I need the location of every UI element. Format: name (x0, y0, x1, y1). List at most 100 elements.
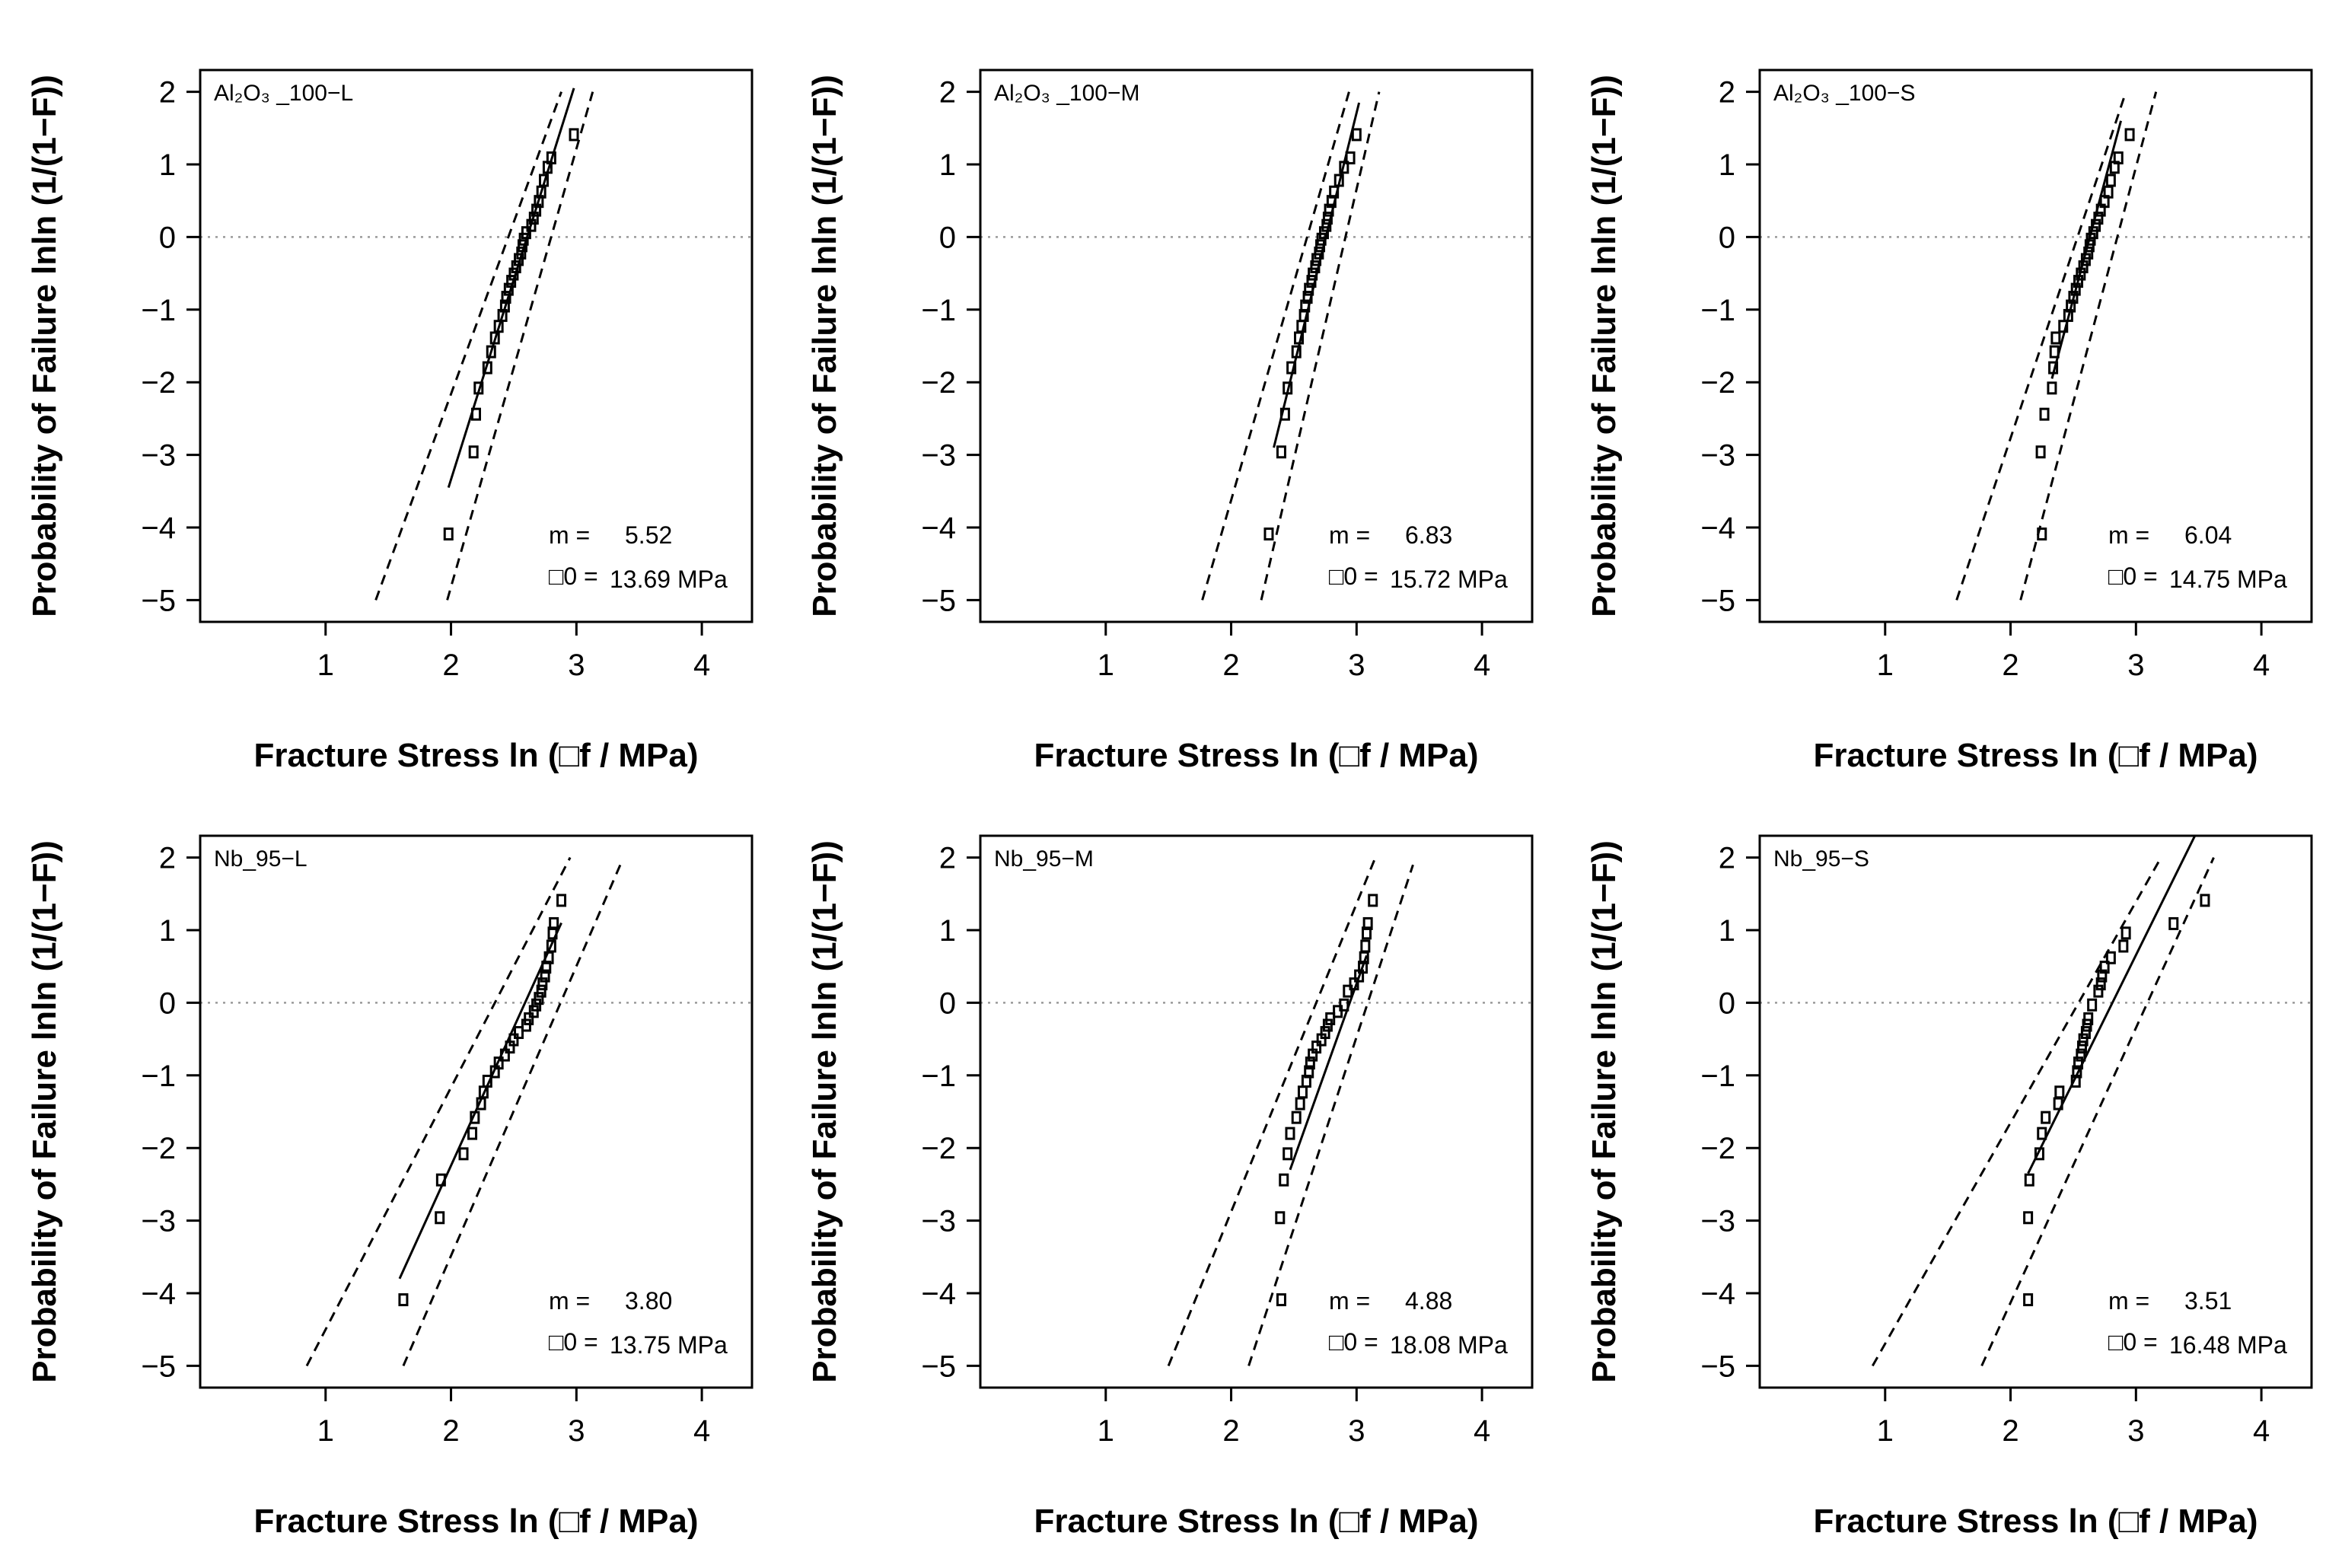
data-point (1302, 291, 1313, 304)
plot-area (1955, 91, 2158, 601)
y-tick-label: 0 (1719, 986, 1735, 1020)
characteristic-strength-value: 13.69 MPa (610, 566, 728, 593)
y-tick-label: 2 (159, 76, 176, 110)
data-point (2023, 1211, 2034, 1225)
panel-label: Al₂O₃ _100−S (1773, 81, 1915, 106)
data-point (435, 1173, 446, 1187)
plot-frame (979, 69, 1534, 623)
data-point (521, 226, 531, 240)
data-point (1315, 239, 1326, 253)
confidence-line-upper (1201, 91, 1350, 601)
data-point (2084, 239, 2095, 253)
data-point (1358, 961, 1369, 974)
weibull-modulus-label: m = (549, 521, 590, 549)
data-point (1325, 1012, 1336, 1025)
x-tick-label: 1 (1098, 649, 1114, 682)
y-tick-label: −3 (141, 439, 176, 473)
data-point (2083, 246, 2094, 260)
data-point (1345, 151, 1356, 164)
y-tick-label: −5 (921, 584, 956, 617)
y-tick-label: −4 (1700, 1277, 1735, 1311)
fit-line (1289, 955, 1368, 1171)
panel-2: 1 2 3 4 2 1 0 −1 −2 −3 −4 −5 Al₂O₃ _100−M Fracture St… (806, 69, 1534, 774)
y-tick-label: −4 (921, 512, 956, 545)
x-tick-label: 3 (2127, 1414, 2144, 1448)
y-tick-label: −2 (141, 366, 176, 400)
plot-frame (979, 834, 1534, 1389)
panel-1: 1 2 3 4 2 1 0 −1 −2 −3 −4 −5 Al₂O₃ _100−L Fracture St… (26, 69, 754, 774)
x-tick-label: 4 (1474, 1414, 1490, 1448)
data-point (2076, 1048, 2086, 1062)
panel-label: Nb_95−L (214, 846, 307, 872)
y-tick-label: −3 (1700, 439, 1735, 473)
data-point (497, 308, 508, 322)
data-point (517, 239, 527, 253)
data-point (1329, 185, 1340, 199)
x-tick-label: 1 (1877, 649, 1894, 682)
data-point (2118, 939, 2129, 953)
data-point (468, 445, 479, 459)
y-tick-label: −1 (1700, 294, 1735, 327)
data-point (556, 894, 567, 907)
data-point (473, 381, 484, 395)
weibull-modulus-value: 5.52 (625, 521, 672, 549)
data-point (2097, 969, 2108, 983)
confidence-line-lower (1247, 864, 1414, 1366)
y-tick-label: −1 (141, 1060, 176, 1093)
y-axis-title: Probability of Failure lnln (1/(1−F)) (1585, 840, 1623, 1383)
data-point (435, 1211, 445, 1225)
data-point (2070, 1074, 2081, 1088)
data-point (2054, 1085, 2065, 1099)
data-point (2124, 128, 2135, 142)
characteristic-strength-label: □0 = (2108, 563, 2158, 590)
data-point (1368, 894, 1378, 907)
data-point (2039, 407, 2050, 421)
plot-area (1167, 857, 1414, 1366)
confidence-line-upper (374, 91, 562, 601)
y-tick-label: 2 (159, 842, 176, 875)
data-point (537, 977, 548, 991)
data-point (534, 992, 544, 1005)
data-point (1304, 1065, 1314, 1079)
data-point (2070, 282, 2081, 296)
data-point (514, 1026, 524, 1040)
data-point (1310, 260, 1321, 274)
data-point (2048, 361, 2059, 374)
y-tick-label: 0 (1719, 221, 1735, 254)
data-point (2083, 1012, 2094, 1025)
data-point (1282, 381, 1293, 395)
data-point (1339, 161, 1349, 174)
data-point (2200, 894, 2210, 907)
characteristic-strength-value: 15.72 MPa (1390, 566, 1508, 593)
data-point (1279, 1173, 1289, 1187)
y-tick-label: −4 (141, 512, 176, 545)
data-point (1324, 203, 1334, 217)
x-axis-title: Fracture Stress ln (□f / MPa) (1034, 737, 1478, 774)
y-axis-title: Probability of Failure lnln (1/(1−F)) (806, 75, 843, 617)
data-point (1316, 232, 1327, 246)
y-tick-label: 1 (1719, 914, 1735, 948)
data-point (2105, 174, 2116, 187)
data-point (2073, 1056, 2084, 1070)
plot-area (1201, 91, 1381, 601)
x-axis-title: Fracture Stress ln (□f / MPa) (253, 737, 698, 774)
data-point (2085, 232, 2096, 246)
y-tick-label: 0 (939, 986, 956, 1020)
data-point (1320, 1026, 1330, 1040)
weibull-modulus-value: 4.88 (1405, 1287, 1452, 1315)
characteristic-strength-label: □0 = (549, 563, 598, 590)
panel-4: 1 2 3 4 2 1 0 −1 −2 −3 −4 −5 Nb_95−L Fracture Stress … (26, 834, 754, 1540)
y-tick-label: −2 (141, 1132, 176, 1165)
x-tick-label: 1 (1098, 1414, 1114, 1448)
data-point (528, 1005, 539, 1018)
data-point (2105, 951, 2116, 964)
x-tick-label: 2 (1222, 649, 1239, 682)
x-tick-label: 1 (1877, 1414, 1894, 1448)
data-point (1291, 345, 1302, 359)
data-point (508, 1033, 519, 1047)
data-point (2113, 151, 2124, 164)
characteristic-strength-value: 14.75 MPa (2169, 566, 2287, 593)
x-axis-title: Fracture Stress ln (□f / MPa) (1813, 1503, 2257, 1540)
data-point (534, 195, 544, 209)
